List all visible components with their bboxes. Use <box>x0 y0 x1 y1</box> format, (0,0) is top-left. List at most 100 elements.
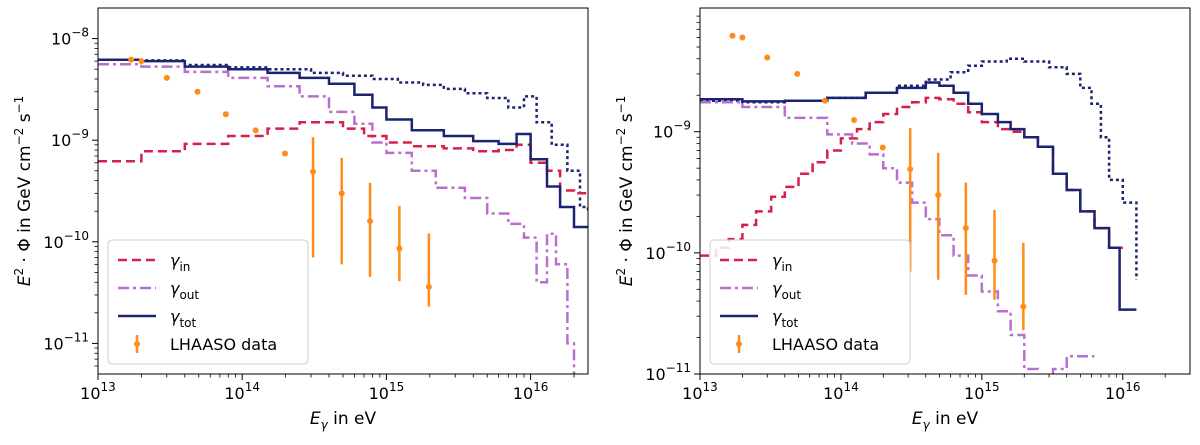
legend-subscript: out <box>179 288 199 302</box>
lhaaso-point <box>907 166 914 173</box>
lhaaso-point <box>367 218 374 225</box>
tick-exponent: −11 <box>64 330 89 344</box>
label-subscript: γ <box>321 418 329 432</box>
legend-subscript: in <box>179 260 190 274</box>
tick-base: 10 <box>1105 384 1125 403</box>
lhaaso-point <box>222 111 229 118</box>
y-tick-label: 10−10 <box>43 229 89 252</box>
label-symbol: E <box>912 409 923 429</box>
label-symbol: E <box>15 275 35 286</box>
tick-exponent: 16 <box>1125 380 1140 394</box>
legend-label-gamma-tot: γtot <box>772 307 799 330</box>
tick-base: 10 <box>645 244 665 263</box>
legend-symbol: γ <box>170 251 181 270</box>
tick-exponent: 15 <box>984 380 999 394</box>
series-gamma-tot-dotted <box>98 58 588 212</box>
lhaaso-point <box>991 257 998 264</box>
label-superscript: −2 <box>614 128 628 146</box>
legend-subscript: tot <box>179 316 196 330</box>
lhaaso-point <box>962 225 969 232</box>
label-symbol: E <box>617 275 637 286</box>
legend-box <box>107 239 309 365</box>
x-tick-label: 1016 <box>513 380 549 403</box>
legend-symbol: γ <box>170 307 181 326</box>
lhaaso-point <box>252 127 259 134</box>
label-superscript: 2 <box>614 268 628 276</box>
lhaaso-point <box>879 144 886 151</box>
legend-swatch-lhaaso-dot <box>134 341 140 347</box>
axes-frame <box>699 7 1191 375</box>
legend-symbol: γ <box>772 279 783 298</box>
label-text: s <box>15 113 35 127</box>
tick-exponent: −9 <box>673 119 691 133</box>
y-tick-label: 10−9 <box>51 127 89 150</box>
tick-exponent: −9 <box>71 127 89 141</box>
lhaaso-point <box>821 97 828 104</box>
series-gamma-tot <box>700 81 1137 311</box>
x-tick-label: 1015 <box>964 380 1000 403</box>
tick-base: 10 <box>80 384 100 403</box>
legend-label-gamma-in: γin <box>772 251 792 274</box>
legend-subscript: out <box>781 288 801 302</box>
lhaaso-point <box>194 88 201 95</box>
legend-subscript: tot <box>781 316 798 330</box>
label-text: s <box>617 113 637 127</box>
lhaaso-point <box>764 54 771 61</box>
tick-base: 10 <box>43 233 63 252</box>
x-tick-label: 1014 <box>823 380 859 403</box>
plot-area <box>98 56 588 374</box>
tick-base: 10 <box>964 384 984 403</box>
plot-area <box>700 32 1138 374</box>
legend-label-gamma-tot: γtot <box>170 307 197 330</box>
x-axis-label: Eγ in eV <box>310 409 377 432</box>
tick-base: 10 <box>682 384 702 403</box>
lhaaso-point <box>163 74 170 81</box>
tick-base: 10 <box>369 384 389 403</box>
series-gamma-out <box>98 62 576 374</box>
lhaaso-point <box>794 70 801 77</box>
label-superscript: 2 <box>12 268 26 276</box>
legend-label-lhaaso: LHAASO data <box>772 335 879 354</box>
tick-exponent: 15 <box>389 380 404 394</box>
lhaaso-point <box>1020 303 1027 310</box>
tick-base: 10 <box>823 384 843 403</box>
label-text: in eV <box>328 409 377 429</box>
tick-exponent: 14 <box>245 380 260 394</box>
legend-label-gamma-out: γout <box>772 279 801 302</box>
tick-base: 10 <box>51 131 71 150</box>
label-text: · Φ in GeV cm <box>15 145 35 267</box>
y-axis-label: E2 · Φ in GeV cm−2 s−1 <box>12 96 35 287</box>
x-tick-label: 1014 <box>224 380 260 403</box>
tick-exponent: 13 <box>101 380 116 394</box>
legend-label-gamma-out: γout <box>170 279 199 302</box>
legend-label-lhaaso: LHAASO data <box>170 335 277 354</box>
lhaaso-point <box>396 245 403 252</box>
tick-base: 10 <box>43 334 63 353</box>
tick-base: 10 <box>224 384 244 403</box>
x-tick-label: 1015 <box>369 380 405 403</box>
lhaaso-point <box>281 150 288 157</box>
label-symbol: E <box>310 409 321 429</box>
legend-swatch-lhaaso-dot <box>736 341 742 347</box>
y-tick-label: 10−11 <box>645 361 691 384</box>
label-text: · Φ in GeV cm <box>617 145 637 267</box>
label-superscript: −2 <box>12 128 26 146</box>
tick-exponent: 16 <box>533 380 548 394</box>
tick-base: 10 <box>653 123 673 142</box>
legend-box <box>709 239 911 365</box>
tick-exponent: 13 <box>703 380 718 394</box>
lhaaso-point <box>310 168 317 175</box>
y-axis-label: E2 · Φ in GeV cm−2 s−1 <box>614 96 637 287</box>
legend-symbol: γ <box>772 307 783 326</box>
x-tick-label: 1013 <box>682 380 718 403</box>
series-gamma-tot <box>98 58 588 229</box>
tick-exponent: 14 <box>843 380 858 394</box>
y-tick-label: 10−10 <box>645 240 691 263</box>
tick-exponent: −11 <box>666 361 691 375</box>
lhaaso-point <box>138 58 145 65</box>
